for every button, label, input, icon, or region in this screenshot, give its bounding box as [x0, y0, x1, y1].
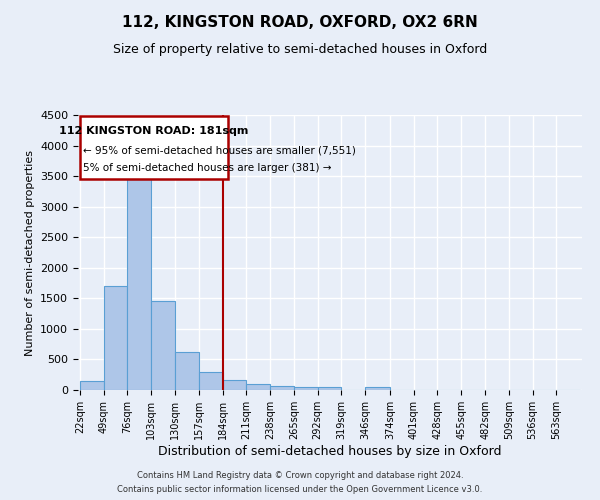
- Bar: [223, 380, 246, 390]
- Bar: [270, 386, 294, 390]
- Text: 112 KINGSTON ROAD: 181sqm: 112 KINGSTON ROAD: 181sqm: [59, 126, 248, 136]
- Bar: [246, 384, 270, 390]
- Text: Size of property relative to semi-detached houses in Oxford: Size of property relative to semi-detach…: [113, 42, 487, 56]
- Y-axis label: Number of semi-detached properties: Number of semi-detached properties: [25, 150, 35, 356]
- Text: ← 95% of semi-detached houses are smaller (7,551): ← 95% of semi-detached houses are smalle…: [83, 146, 356, 156]
- Bar: [80, 381, 104, 390]
- Bar: [365, 387, 390, 390]
- Bar: [175, 352, 199, 390]
- Bar: [127, 176, 151, 390]
- Bar: [199, 372, 223, 390]
- Text: Contains public sector information licensed under the Open Government Licence v3: Contains public sector information licen…: [118, 484, 482, 494]
- Text: 5% of semi-detached houses are larger (381) →: 5% of semi-detached houses are larger (3…: [83, 162, 332, 172]
- X-axis label: Distribution of semi-detached houses by size in Oxford: Distribution of semi-detached houses by …: [158, 444, 502, 458]
- Text: Contains HM Land Registry data © Crown copyright and database right 2024.: Contains HM Land Registry data © Crown c…: [137, 472, 463, 480]
- Bar: [317, 387, 341, 390]
- Bar: [294, 387, 317, 390]
- Bar: [104, 286, 127, 390]
- FancyBboxPatch shape: [80, 116, 228, 179]
- Text: 112, KINGSTON ROAD, OXFORD, OX2 6RN: 112, KINGSTON ROAD, OXFORD, OX2 6RN: [122, 15, 478, 30]
- Bar: [151, 302, 175, 390]
